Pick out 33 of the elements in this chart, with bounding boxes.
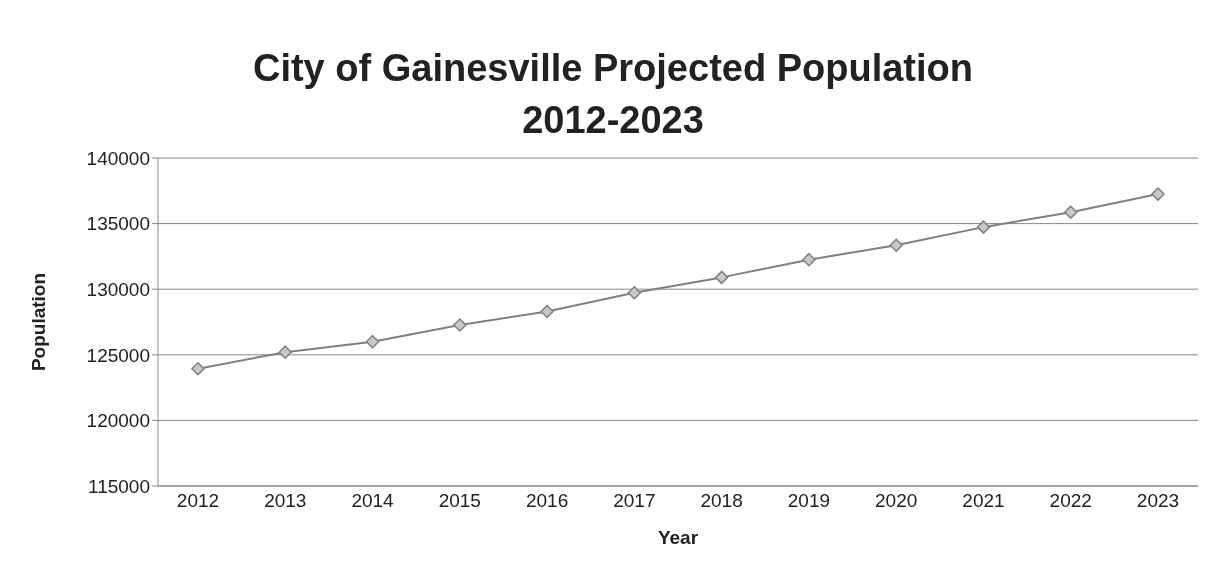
y-tick-label: 125000 xyxy=(86,344,150,366)
point xyxy=(365,334,380,349)
x-tick-label: 2012 xyxy=(176,490,220,512)
point xyxy=(191,361,205,376)
x-tick-label: 2014 xyxy=(351,490,395,512)
x-tick-label: 2022 xyxy=(1049,490,1092,512)
x-tick-label: 2020 xyxy=(875,490,918,512)
point xyxy=(889,238,903,252)
y-tick-label: 135000 xyxy=(86,213,150,235)
x-tick-label: 2016 xyxy=(525,490,569,512)
point xyxy=(453,318,467,332)
x-tick-label: 2019 xyxy=(787,490,831,512)
point xyxy=(1063,205,1078,219)
x-tick-label: 2018 xyxy=(700,490,743,512)
point xyxy=(278,345,293,359)
x-tick-label: 2021 xyxy=(962,490,1005,512)
x-tick-label: 2013 xyxy=(264,490,307,512)
y-tick-label: 115000 xyxy=(88,475,150,497)
point xyxy=(976,220,991,234)
y-tick-label: 120000 xyxy=(86,410,150,432)
chart-title: City of Gainesville Projected Population 2012-2023 xyxy=(251,46,974,143)
x-axis-title: Year xyxy=(657,527,699,548)
x-tick-label: 2023 xyxy=(1136,490,1180,512)
y-axis-title: Population xyxy=(27,272,49,372)
point xyxy=(1151,187,1165,201)
point xyxy=(627,285,642,300)
x-tick-label: 2017 xyxy=(613,490,656,512)
y-tick-label: 130000 xyxy=(86,278,150,300)
point xyxy=(540,304,554,319)
y-tick-label: 140000 xyxy=(86,147,150,169)
point xyxy=(714,270,729,285)
point xyxy=(802,252,816,267)
x-tick-label: 2015 xyxy=(438,490,481,512)
